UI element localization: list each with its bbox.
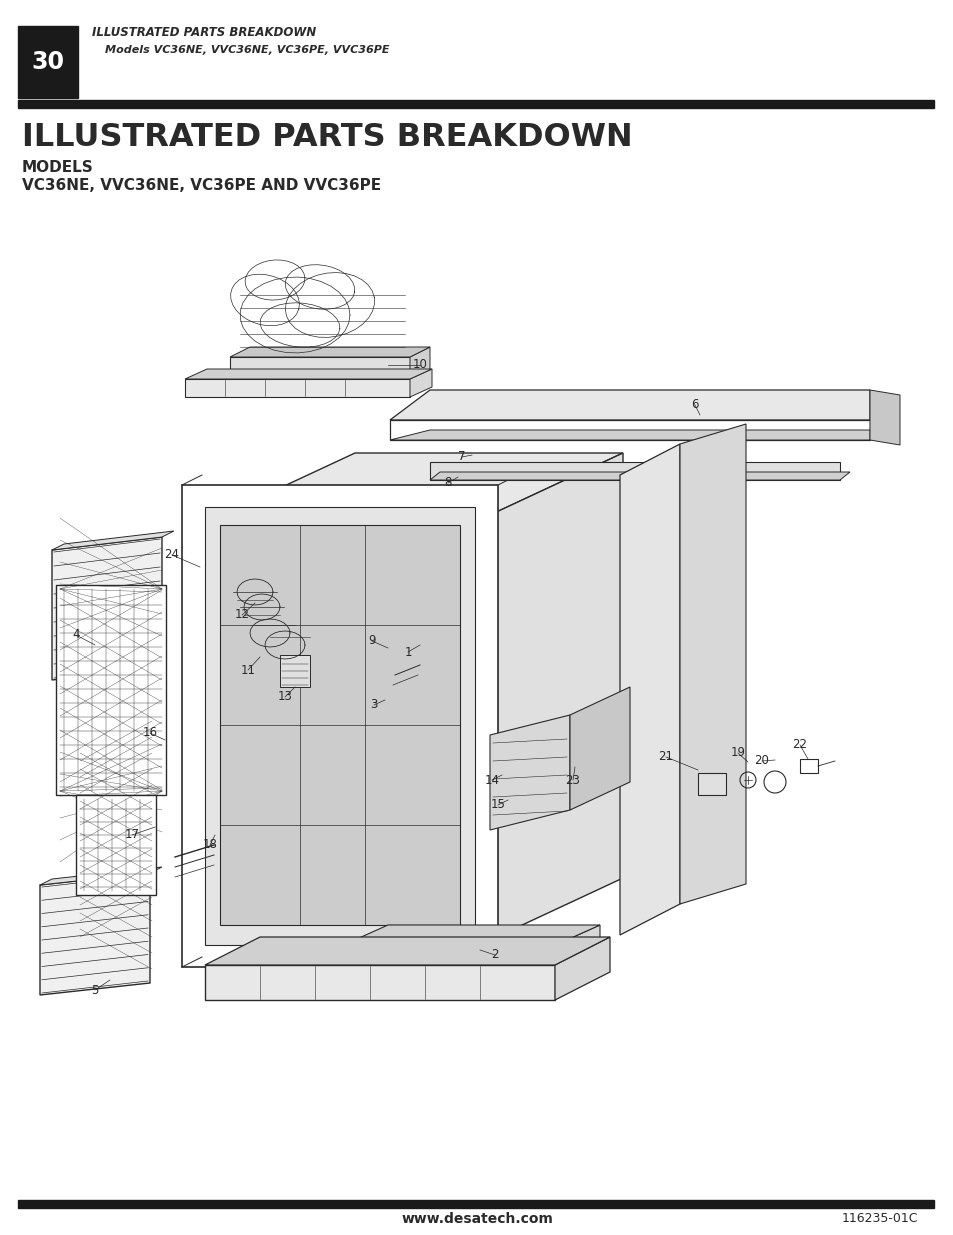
Polygon shape: [52, 537, 162, 680]
Text: 6: 6: [691, 399, 698, 411]
Polygon shape: [205, 508, 475, 945]
Polygon shape: [185, 369, 432, 379]
Text: 1: 1: [404, 646, 412, 658]
Bar: [800, 760, 817, 773]
Polygon shape: [390, 420, 869, 440]
Polygon shape: [490, 715, 569, 830]
Polygon shape: [220, 525, 459, 925]
Text: 17: 17: [125, 829, 139, 841]
Polygon shape: [559, 925, 599, 968]
Text: 12: 12: [234, 609, 250, 621]
Polygon shape: [254, 547, 457, 910]
Text: 9: 9: [368, 635, 375, 647]
Polygon shape: [222, 515, 490, 940]
Text: 24: 24: [164, 548, 179, 562]
Text: 2: 2: [491, 948, 498, 962]
Polygon shape: [56, 585, 166, 795]
Polygon shape: [185, 379, 410, 396]
Text: 18: 18: [202, 839, 217, 851]
Text: 23: 23: [565, 773, 579, 787]
Text: 7: 7: [457, 451, 465, 463]
Text: 15: 15: [490, 799, 505, 811]
Text: 22: 22: [792, 739, 806, 752]
Text: 11: 11: [240, 663, 255, 677]
Text: 3: 3: [370, 699, 377, 711]
Text: ILLUSTRATED PARTS BREAKDOWN: ILLUSTRATED PARTS BREAKDOWN: [22, 122, 632, 153]
Polygon shape: [555, 937, 609, 1000]
Bar: [18, 100, 933, 107]
Polygon shape: [390, 390, 869, 420]
Polygon shape: [52, 531, 173, 550]
Polygon shape: [490, 453, 622, 940]
Polygon shape: [182, 485, 497, 967]
Bar: [698, 773, 725, 795]
Text: Models VC36NE, VVC36NE, VC36PE, VVC36PE: Models VC36NE, VVC36NE, VC36PE, VVC36PE: [105, 44, 389, 56]
Polygon shape: [569, 687, 629, 810]
Polygon shape: [205, 965, 555, 1000]
Polygon shape: [869, 390, 899, 445]
Text: 20: 20: [754, 755, 769, 767]
Polygon shape: [205, 937, 609, 965]
Bar: [18, 1200, 933, 1208]
Text: 30: 30: [31, 49, 65, 74]
Text: 10: 10: [412, 358, 427, 372]
Polygon shape: [348, 944, 559, 968]
Polygon shape: [430, 462, 840, 480]
Text: 8: 8: [444, 477, 451, 489]
Text: 116235-01C: 116235-01C: [841, 1213, 917, 1225]
Polygon shape: [237, 535, 472, 925]
Text: www.desatech.com: www.desatech.com: [400, 1212, 553, 1226]
Polygon shape: [280, 655, 310, 687]
Polygon shape: [348, 925, 599, 944]
Polygon shape: [410, 369, 432, 396]
Polygon shape: [40, 873, 150, 995]
Polygon shape: [40, 867, 162, 885]
Polygon shape: [230, 357, 410, 380]
Text: 14: 14: [484, 773, 499, 787]
Text: 4: 4: [72, 629, 80, 641]
Polygon shape: [390, 430, 869, 440]
Polygon shape: [76, 795, 156, 895]
Text: VC36NE, VVC36NE, VC36PE AND VVC36PE: VC36NE, VVC36NE, VC36PE AND VVC36PE: [22, 179, 381, 194]
Text: 5: 5: [91, 983, 98, 997]
Text: 19: 19: [730, 746, 744, 760]
Polygon shape: [430, 472, 849, 480]
Polygon shape: [230, 347, 430, 357]
Polygon shape: [679, 424, 745, 904]
Text: MODELS: MODELS: [22, 159, 93, 174]
Bar: [18, 26, 78, 98]
Polygon shape: [222, 453, 622, 515]
Text: 21: 21: [658, 751, 673, 763]
Text: 16: 16: [142, 726, 157, 740]
Polygon shape: [619, 445, 679, 935]
Text: 13: 13: [277, 690, 293, 704]
Polygon shape: [410, 347, 430, 380]
Text: ILLUSTRATED PARTS BREAKDOWN: ILLUSTRATED PARTS BREAKDOWN: [91, 26, 315, 38]
